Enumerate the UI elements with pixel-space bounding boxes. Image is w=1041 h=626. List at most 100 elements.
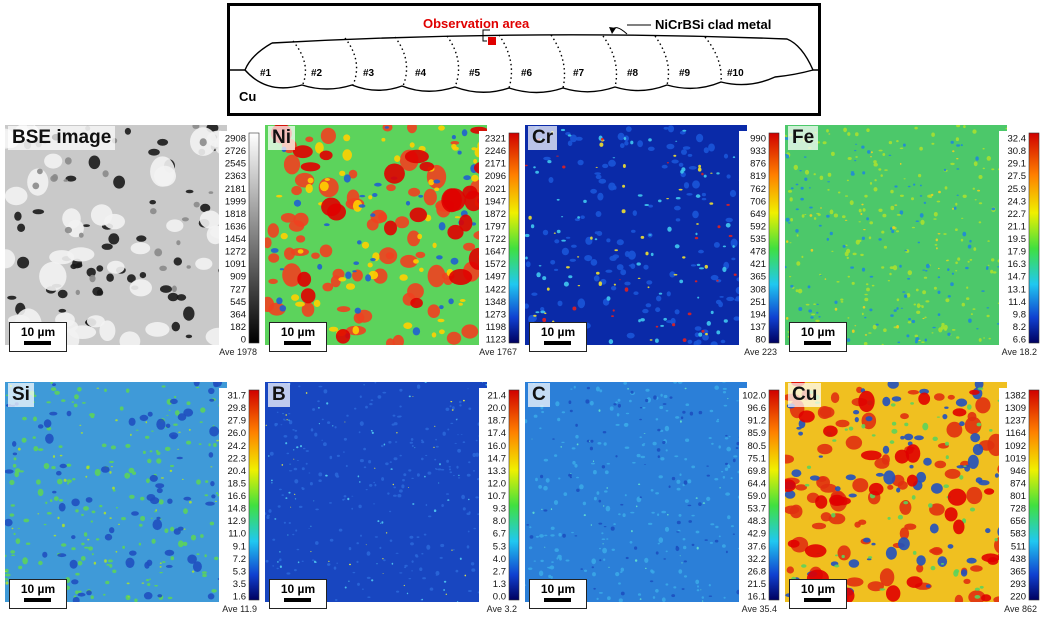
element-map-image	[5, 382, 227, 602]
color-scale-tick-label: 91.2	[748, 416, 767, 427]
color-scale-tick-label: 16.3	[1008, 259, 1027, 270]
color-scale-tick-label: 2545	[225, 159, 246, 170]
scale-bar: 10 µm	[529, 579, 587, 609]
color-scale-tick-label: 365	[1010, 566, 1026, 577]
bead-label: #2	[311, 68, 323, 79]
element-map-image	[525, 125, 747, 345]
color-scale-tick-label: 990	[750, 134, 766, 145]
color-scale-bar: 32.430.8 29.127.5 25.924.3 22.721.1 19.5 17.9…	[999, 131, 1040, 346]
color-scale-tick-label: 9.1	[233, 541, 246, 552]
panel-si: 31.7 29.8 27.9 26.0 24.2 22.3 20.4 18.5 16.6 14.8…	[5, 382, 263, 615]
color-scale-tick-label: 13.3	[488, 466, 507, 477]
color-scale-tick-label: 308	[750, 284, 766, 295]
color-scale-tick-label: 30.8	[1008, 146, 1027, 157]
color-scale-tick-label: 1019	[1005, 453, 1026, 464]
color-scale-tick-label: 2321	[485, 134, 506, 145]
color-scale-tick-label: 102.0	[742, 391, 766, 402]
color-scale-tick-label: 6.6	[1013, 335, 1026, 346]
average-value: Ave 862	[1004, 604, 1037, 614]
color-scale-tick-label: 11.4	[1008, 297, 1026, 308]
color-scale-tick-label: 12.0	[488, 478, 507, 489]
color-scale-tick-label: 0	[241, 335, 246, 346]
scale-bar: 10 µm	[9, 579, 67, 609]
color-scale-tick-label: 17.9	[1008, 247, 1027, 258]
color-scale-tick-label: 801	[1010, 491, 1026, 502]
scale-bar-label: 10 µm	[540, 325, 576, 339]
average-value: Ave 1767	[479, 347, 517, 357]
color-scale-tick-label: 137	[750, 322, 766, 333]
color-scale-tick-label: 69.8	[748, 466, 767, 477]
color-scale-tick-label: 2908	[225, 134, 246, 145]
color-scale-tick-label: 1272	[225, 247, 246, 258]
color-scale-tick-label: 1636	[225, 221, 246, 232]
panel-cu: 1382 1309 1237 1164 1092 1019 946 874 801 728 656 5…	[785, 382, 1041, 615]
color-scale-tick-label: 649	[750, 209, 766, 220]
panel-c: 102.0 96.6 91.2 85.9 80.5 75.1 69.8 64.4 59.0 53.…	[525, 382, 783, 615]
color-scale-tick-label: 20.0	[488, 403, 507, 414]
color-scale-tick-label: 1.6	[233, 592, 246, 603]
color-scale-tick-label: 16.0	[488, 441, 507, 452]
color-scale-tick-label: 5.3	[233, 566, 246, 577]
color-scale-tick-label: 27.5	[1008, 171, 1027, 182]
color-scale-tick-label: 48.3	[748, 516, 767, 527]
panel-title: Cu	[788, 383, 822, 407]
color-scale-tick-label: 182	[230, 322, 246, 333]
color-scale-tick-label: 1309	[1005, 403, 1026, 414]
color-scale-tick-label: 19.5	[1008, 234, 1027, 245]
cladding-schematic: Observation area NiCrBSi clad metal Cu #…	[227, 3, 821, 116]
color-scale-tick-label: 194	[750, 309, 766, 320]
color-scale-tick-label: 1198	[486, 322, 506, 333]
average-value: Ave 223	[744, 347, 777, 357]
scale-bar-line	[544, 598, 571, 602]
color-scale-tick-label: 22.7	[1008, 209, 1027, 220]
color-scale-tick-label: 656	[1010, 516, 1026, 527]
color-scale-tick-label: 1797	[485, 221, 506, 232]
color-scale-bar: 21.420.0 18.717.4 16.014.7 13.312.0 10.7 9.38…	[479, 388, 520, 603]
color-scale-tick-label: 946	[1010, 466, 1026, 477]
color-scale-tick-label: 26.0	[228, 428, 247, 439]
color-scale-tick-label: 6.7	[493, 529, 506, 540]
color-scale-tick-label: 24.2	[228, 441, 247, 452]
scale-bar-label: 10 µm	[280, 325, 316, 339]
color-scale-tick-label: 1092	[1005, 441, 1026, 452]
color-scale-tick-label: 592	[750, 221, 766, 232]
color-scale-tick-label: 14.8	[228, 504, 247, 515]
color-scale-tick-label: 1382	[1005, 391, 1026, 402]
color-scale-tick-label: 876	[750, 159, 766, 170]
scale-bar: 10 µm	[789, 579, 847, 609]
color-scale-tick-label: 5.3	[493, 541, 506, 552]
base-metal-label: Cu	[239, 89, 256, 104]
element-map-image	[785, 382, 1007, 602]
color-scale-tick-label: 14.7	[1008, 272, 1027, 283]
panel-fe: 32.4 30.8 29.1 27.5 25.9 24.3 22.7 21.1 19.5 17.9…	[785, 125, 1041, 358]
average-value: Ave 35.4	[741, 604, 777, 614]
color-scale-tick-label: 1091	[225, 259, 246, 270]
bead-label: #10	[727, 68, 744, 79]
color-scale-tick-label: 511	[1011, 541, 1026, 552]
color-scale-tick-label: 29.1	[1008, 159, 1027, 170]
color-scale-tick-label: 438	[1010, 554, 1026, 565]
color-scale-tick-label: 8.2	[1013, 322, 1026, 333]
color-scale-tick-label: 75.1	[748, 453, 767, 464]
panel-cr: 990 933 876 819 762 706 649 592 535 478 421 365 308 2…	[525, 125, 783, 358]
color-scale-tick-label: 535	[750, 234, 766, 245]
scale-bar-line	[804, 598, 831, 602]
color-scale-tick-label: 1164	[1006, 428, 1026, 439]
color-scale-tick-label: 2363	[225, 171, 246, 182]
color-scale-tick-label: 2.7	[493, 566, 506, 577]
bead-label: #8	[627, 68, 639, 79]
scale-bar-label: 10 µm	[280, 582, 316, 596]
scale-bar: 10 µm	[529, 322, 587, 352]
color-scale-tick-label: 22.3	[228, 453, 247, 464]
color-scale-tick-label: 762	[750, 184, 766, 195]
observation-area-marker	[488, 37, 496, 45]
scale-bar: 10 µm	[9, 322, 67, 352]
bead-label: #6	[521, 68, 533, 79]
color-scale-tick-label: 2246	[485, 146, 506, 157]
color-scale-tick-label: 478	[750, 247, 766, 258]
panel-title: B	[268, 383, 290, 407]
color-scale-tick-label: 2181	[225, 184, 246, 195]
color-scale-tick-label: 706	[750, 196, 766, 207]
